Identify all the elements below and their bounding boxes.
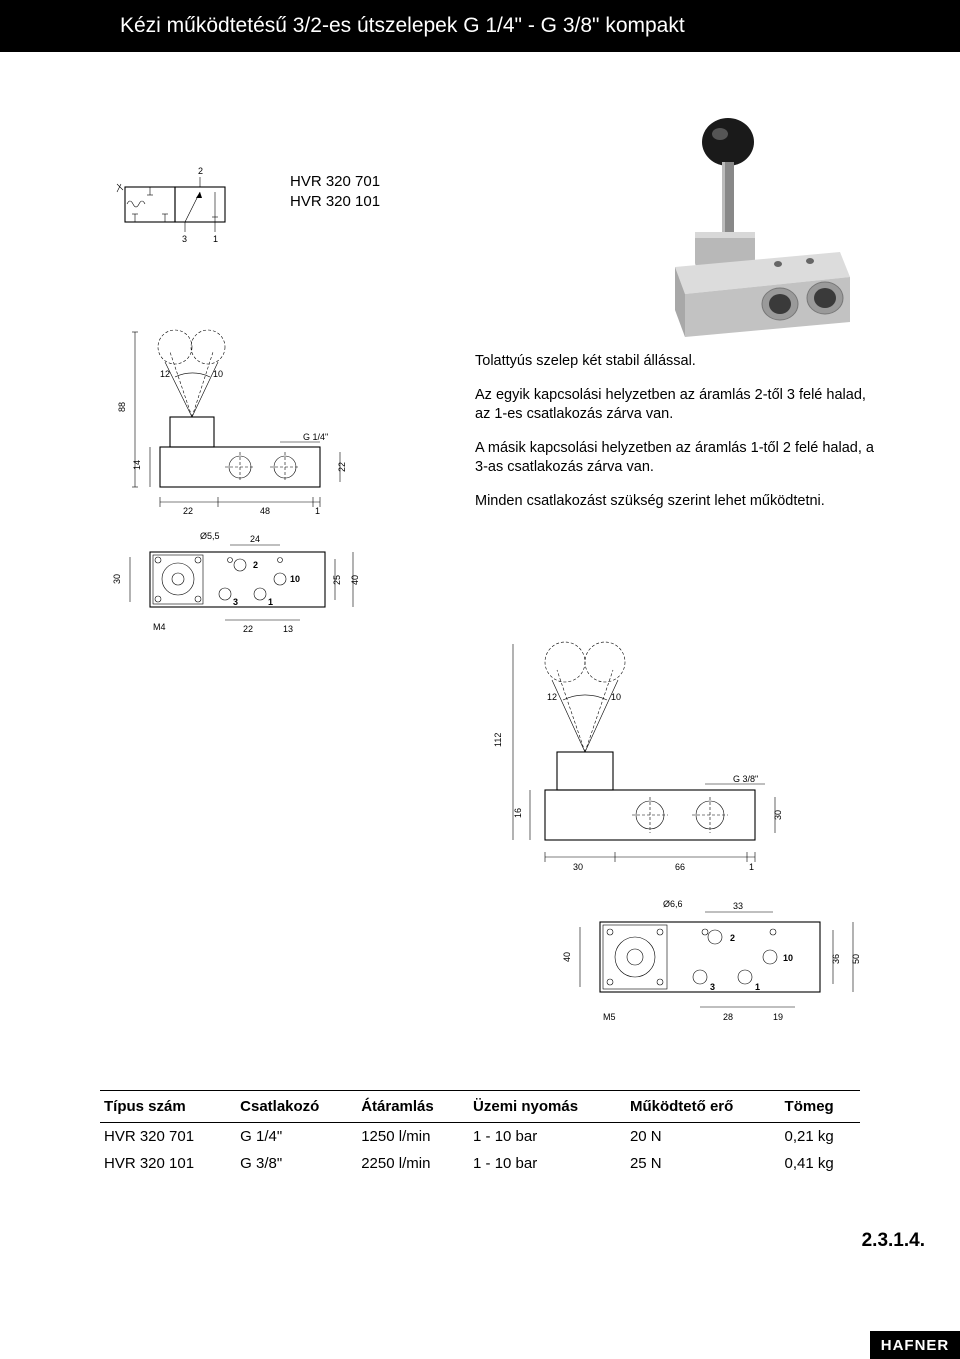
svg-text:1: 1 bbox=[749, 862, 754, 872]
th-pressure: Üzemi nyomás bbox=[469, 1091, 626, 1123]
svg-text:10: 10 bbox=[290, 574, 300, 584]
schematic-port-1: 1 bbox=[213, 234, 218, 244]
svg-text:M5: M5 bbox=[603, 1012, 616, 1022]
th-flow: Átáramlás bbox=[357, 1091, 469, 1123]
svg-text:22: 22 bbox=[337, 462, 347, 472]
svg-text:22: 22 bbox=[183, 506, 193, 516]
th-weight: Tömeg bbox=[781, 1091, 860, 1123]
desc-p2: Az egyik kapcsolási helyzetben az áramlá… bbox=[475, 386, 875, 425]
svg-text:88: 88 bbox=[117, 402, 127, 412]
table-header-row: Típus szám Csatlakozó Átáramlás Üzemi ny… bbox=[100, 1091, 860, 1123]
svg-text:40: 40 bbox=[350, 575, 360, 585]
svg-text:12: 12 bbox=[547, 692, 557, 702]
svg-text:50: 50 bbox=[851, 954, 861, 964]
svg-text:14: 14 bbox=[132, 460, 142, 470]
svg-text:40: 40 bbox=[562, 952, 572, 962]
svg-text:G 3/8": G 3/8" bbox=[733, 774, 758, 784]
th-conn: Csatlakozó bbox=[236, 1091, 357, 1123]
svg-text:10: 10 bbox=[213, 369, 223, 379]
svg-text:10: 10 bbox=[783, 953, 793, 963]
svg-text:Ø6,6: Ø6,6 bbox=[663, 899, 683, 909]
svg-text:36: 36 bbox=[831, 954, 841, 964]
svg-text:112: 112 bbox=[493, 733, 503, 747]
page-number: 2.3.1.4. bbox=[862, 1230, 925, 1252]
svg-text:3: 3 bbox=[710, 982, 715, 992]
svg-text:1: 1 bbox=[755, 982, 760, 992]
schematic-port-3: 3 bbox=[182, 234, 187, 244]
model-label-1: HVR 320 701 bbox=[290, 172, 380, 192]
svg-text:33: 33 bbox=[733, 901, 743, 911]
svg-text:1: 1 bbox=[315, 506, 320, 516]
svg-text:48: 48 bbox=[260, 506, 270, 516]
svg-text:1: 1 bbox=[268, 597, 273, 607]
spec-table: Típus szám Csatlakozó Átáramlás Üzemi ny… bbox=[100, 1090, 860, 1177]
svg-text:16: 16 bbox=[513, 808, 523, 818]
th-type: Típus szám bbox=[100, 1091, 236, 1123]
svg-text:28: 28 bbox=[723, 1012, 733, 1022]
mid-region: 12 10 G 1/4" 88 bbox=[0, 322, 960, 632]
svg-text:3: 3 bbox=[233, 597, 238, 607]
drawing-top-g38: 2 10 3 1 Ø6,6 33 40 36 50 M5 2 bbox=[555, 892, 875, 1047]
brand-logo: HAFNER bbox=[870, 1331, 960, 1359]
svg-text:10: 10 bbox=[611, 692, 621, 702]
table-row: HVR 320 701 G 1/4" 1250 l/min 1 - 10 bar… bbox=[100, 1123, 860, 1151]
svg-text:25: 25 bbox=[332, 575, 342, 585]
svg-text:24: 24 bbox=[250, 534, 260, 544]
drawing-side-g14: 12 10 G 1/4" 88 bbox=[105, 322, 375, 527]
schematic-port-2: 2 bbox=[198, 166, 203, 176]
svg-text:M4: M4 bbox=[153, 622, 166, 632]
page-title: Kézi működtetésű 3/2-es útszelepek G 1/4… bbox=[120, 14, 685, 38]
svg-text:12: 12 bbox=[160, 369, 170, 379]
header-left-block bbox=[0, 0, 105, 52]
svg-text:30: 30 bbox=[573, 862, 583, 872]
svg-text:66: 66 bbox=[675, 862, 685, 872]
page-title-bar: Kézi működtetésű 3/2-es útszelepek G 1/4… bbox=[0, 0, 960, 52]
model-labels: HVR 320 701 HVR 320 101 bbox=[290, 172, 380, 211]
page: Kézi működtetésű 3/2-es útszelepek G 1/4… bbox=[0, 0, 960, 1359]
desc-p3: A másik kapcsolási helyzetben az áramlás… bbox=[475, 439, 875, 478]
desc-p4: Minden csatlakozást szükség szerint lehe… bbox=[475, 492, 875, 512]
svg-text:Ø5,5: Ø5,5 bbox=[200, 531, 220, 541]
description-text: Tolattyús szelep két stabil állással. Az… bbox=[475, 352, 875, 525]
table-row: HVR 320 101 G 3/8" 2250 l/min 1 - 10 bar… bbox=[100, 1150, 860, 1177]
top-region: 2 3 1 HVR 320 701 HVR 320 101 bbox=[0, 52, 960, 322]
pneumatic-schematic: 2 3 1 bbox=[115, 162, 250, 247]
svg-text:2: 2 bbox=[730, 933, 735, 943]
svg-text:30: 30 bbox=[773, 810, 783, 820]
model-label-2: HVR 320 101 bbox=[290, 192, 380, 212]
svg-text:G 1/4": G 1/4" bbox=[303, 432, 328, 442]
svg-text:30: 30 bbox=[112, 574, 122, 584]
svg-text:19: 19 bbox=[773, 1012, 783, 1022]
svg-text:2: 2 bbox=[253, 560, 258, 570]
th-force: Működtető erő bbox=[626, 1091, 781, 1123]
lower-region: 12 10 G 3/8" 112 16 30 bbox=[0, 632, 960, 1082]
drawing-side-g38: 12 10 G 3/8" 112 16 30 bbox=[475, 632, 815, 887]
desc-p1: Tolattyús szelep két stabil állással. bbox=[475, 352, 875, 372]
product-photo bbox=[580, 112, 860, 347]
